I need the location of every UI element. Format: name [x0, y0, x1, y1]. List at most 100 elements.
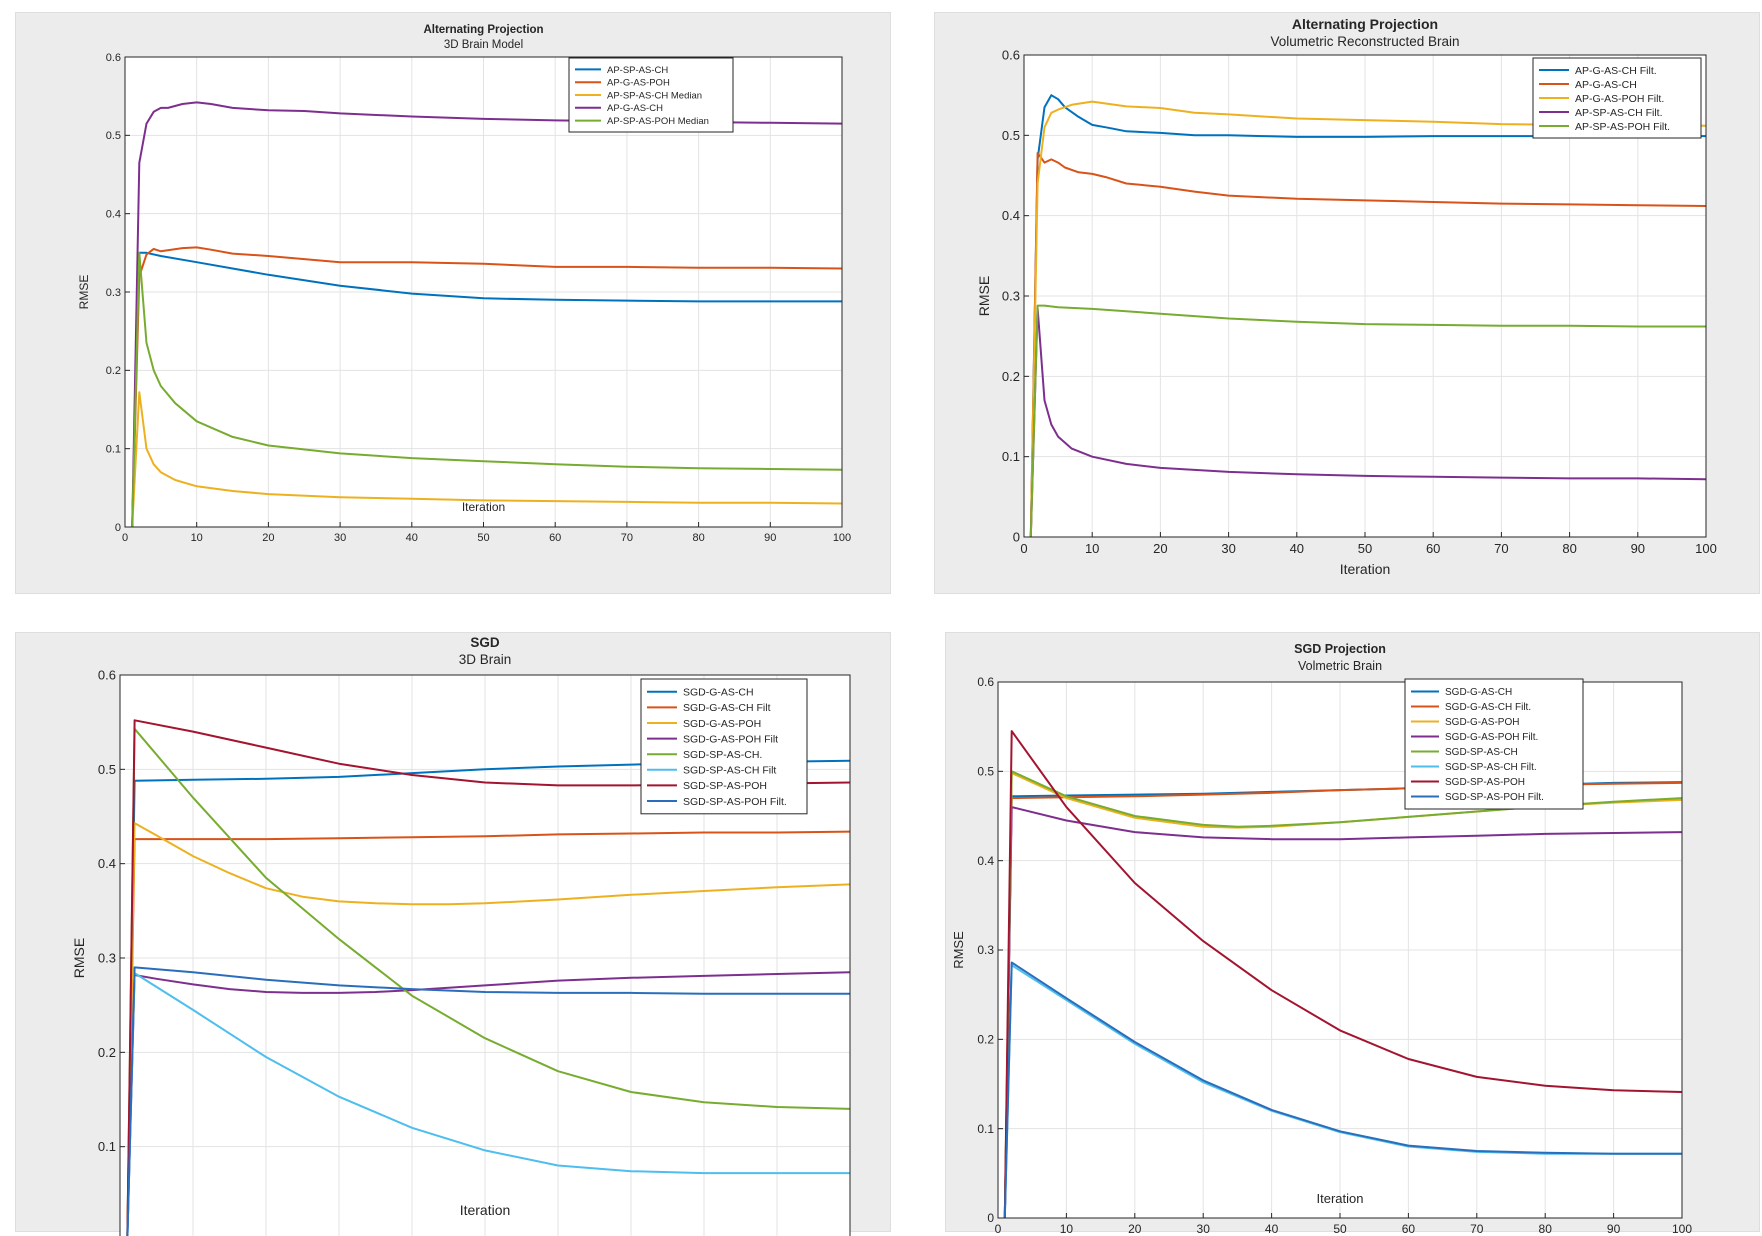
legend-label-sgd-g-as-ch-filt: SGD-G-AS-CH Filt — [683, 702, 771, 714]
series-line-ap-g-as-poh-filt — [1029, 100, 1707, 538]
series-line-ap-sp-as-ch-median — [131, 391, 843, 528]
x-tick-label: 90 — [764, 532, 776, 544]
x-tick-label: 80 — [692, 532, 704, 544]
legend: SGD-G-AS-CH SGD-G-AS-CH Filt SGD-G-AS-POH S… — [640, 678, 808, 815]
axes-box — [1023, 54, 1707, 538]
legend-box — [1404, 678, 1584, 810]
y-tick-label: 0.2 — [1002, 369, 1020, 384]
axes-box — [119, 674, 851, 1236]
chart-title: Alternating Projection — [423, 24, 543, 36]
legend-label-sgd-g-as-ch: SGD-G-AS-CH — [1445, 687, 1512, 698]
series-line-ap-g-as-ch-filt — [1029, 94, 1707, 538]
x-tick-label: 70 — [1494, 541, 1508, 556]
y-tick-label: 0.4 — [106, 209, 121, 221]
x-tick-label: 20 — [1153, 541, 1167, 556]
x-tick-label: 30 — [334, 532, 346, 544]
x-tick-label: 40 — [1265, 1222, 1279, 1236]
x-tick-label: 30 — [1197, 1222, 1211, 1236]
x-tick-label: 70 — [621, 532, 633, 544]
legend-label-sgd-sp-as-ch: SGD-SP-AS-CH — [1445, 747, 1518, 758]
x-tick-label: 10 — [1085, 541, 1099, 556]
chart-sgd-volumetric-brain: SGD Projection Volmetric Brain 0 10 20 30 40 50… — [951, 642, 1692, 1236]
y-tick-label: 0.2 — [977, 1033, 994, 1047]
series-line-sgd-sp-as-poh — [1003, 730, 1683, 1219]
x-tick-label: 20 — [262, 532, 274, 544]
y-tick-label: 0 — [1013, 530, 1020, 545]
x-axis-label: Iteration — [1340, 561, 1391, 577]
axes-box — [997, 681, 1683, 1219]
x-tick-label: 60 — [549, 532, 561, 544]
legend-label-ap-g-as-poh: AP-G-AS-POH — [607, 78, 670, 89]
legend-label-sgd-sp-as-poh-filt: SGD-SP-AS-POH Filt. — [1445, 792, 1544, 803]
y-tick-label: 0.6 — [1002, 48, 1020, 63]
y-tick-label: 0 — [109, 1234, 116, 1236]
series-line-sgd-sp-as-ch — [126, 727, 851, 1236]
x-tick-label: 30 — [1221, 541, 1235, 556]
legend-label-ap-sp-as-ch-median: AP-SP-AS-CH Median — [607, 90, 702, 101]
x-tick-label: 100 — [1695, 541, 1717, 556]
y-tick-label: 0.6 — [106, 52, 121, 64]
x-axis-label: Iteration — [462, 500, 505, 514]
legend-label-sgd-sp-as-ch: SGD-SP-AS-CH. — [683, 749, 762, 761]
series-line-sgd-sp-as-poh-filt — [1003, 961, 1682, 1219]
legend-label-ap-g-as-poh-filt: AP-G-AS-POH Filt. — [1575, 93, 1664, 105]
series-line-sgd-g-as-poh-filt — [1003, 806, 1683, 1219]
x-tick-label: 40 — [1290, 541, 1304, 556]
series-line-sgd-g-as-poh-filt — [126, 971, 851, 1236]
x-tick-label: 50 — [1358, 541, 1372, 556]
y-tick-label: 0.1 — [106, 444, 121, 456]
chart-ap-volumetric-brain: Alternating Projection Volumetric Reconst… — [976, 16, 1717, 577]
legend-label-ap-sp-as-poh-filt: AP-SP-AS-POH Filt. — [1575, 121, 1670, 133]
y-tick-label: 0.6 — [98, 668, 116, 683]
legend-box — [640, 678, 808, 815]
x-tick-label: 0 — [122, 532, 128, 544]
y-tick-label: 0.4 — [977, 854, 994, 868]
y-tick-label: 0.5 — [98, 762, 116, 777]
legend-label-sgd-sp-as-ch-filt: SGD-SP-AS-CH Filt — [683, 765, 776, 777]
x-tick-label: 10 — [191, 532, 203, 544]
y-axis-label: RMSE — [77, 275, 91, 310]
legend-label-sgd-g-as-poh-filt: SGD-G-AS-POH Filt. — [1445, 732, 1538, 743]
legend-label-sgd-sp-as-ch-filt: SGD-SP-AS-CH Filt. — [1445, 762, 1537, 773]
y-tick-label: 0.1 — [98, 1139, 116, 1154]
y-axis-label: RMSE — [951, 931, 966, 969]
x-tick-label: 90 — [1631, 541, 1645, 556]
legend-label-ap-g-as-ch: AP-G-AS-CH — [607, 103, 663, 114]
x-tick-label: 0 — [995, 1222, 1002, 1236]
y-axis-label: RMSE — [976, 276, 992, 316]
series-line-sgd-g-as-poh — [126, 822, 851, 1236]
chart-ap-3d-brain-model: Alternating Projection 3D Brain Model 0 10 2… — [77, 24, 851, 544]
chart-subtitle: 3D Brain — [459, 652, 512, 667]
y-tick-label: 0.4 — [98, 856, 116, 871]
y-tick-label: 0.2 — [106, 365, 121, 377]
chart-title: SGD — [470, 635, 500, 650]
legend-label-ap-sp-as-ch: AP-SP-AS-CH — [607, 65, 668, 76]
chart-title: SGD Projection — [1294, 642, 1386, 656]
x-tick-label: 90 — [1607, 1222, 1621, 1236]
chart-panel-sgd-volumetric-brain: SGD Projection Volmetric Brain 0 10 20 30 40 50… — [945, 632, 1760, 1236]
chart-panel-ap-3d-brain-model: Alternating Projection 3D Brain Model 0 10 2… — [15, 12, 891, 594]
series-line-sgd-sp-as-ch-filt — [126, 972, 850, 1236]
legend-label-sgd-sp-as-poh: SGD-SP-AS-POH — [1445, 777, 1525, 788]
legend-label-sgd-g-as-ch-filt: SGD-G-AS-CH Filt. — [1445, 702, 1531, 713]
x-tick-label: 80 — [1539, 1222, 1553, 1236]
chart-subtitle: Volumetric Reconstructed Brain — [1270, 34, 1459, 49]
x-tick-label: 50 — [1333, 1222, 1347, 1236]
series-line-ap-g-as-poh — [131, 246, 843, 528]
series-line-ap-sp-as-ch-filt — [1029, 307, 1707, 538]
y-tick-label: 0.2 — [98, 1045, 116, 1060]
series-line-ap-sp-as-poh-median — [131, 251, 843, 528]
legend-label-sgd-g-as-ch: SGD-G-AS-CH — [683, 687, 754, 699]
legend: SGD-G-AS-CH SGD-G-AS-CH Filt. SGD-G-AS-POH… — [1404, 678, 1584, 810]
legend: AP-G-AS-CH Filt. AP-G-AS-CH AP-G-AS-POH Fi… — [1532, 57, 1702, 139]
x-tick-label: 50 — [477, 532, 489, 544]
chart-subtitle: 3D Brain Model — [444, 39, 523, 51]
legend-label-sgd-g-as-poh: SGD-G-AS-POH — [1445, 717, 1519, 728]
legend-label-ap-g-as-ch-filt: AP-G-AS-CH Filt. — [1575, 65, 1657, 77]
series-line-ap-g-as-ch — [1029, 152, 1707, 538]
chart-title: Alternating Projection — [1292, 16, 1438, 32]
x-tick-label: 80 — [1562, 541, 1576, 556]
